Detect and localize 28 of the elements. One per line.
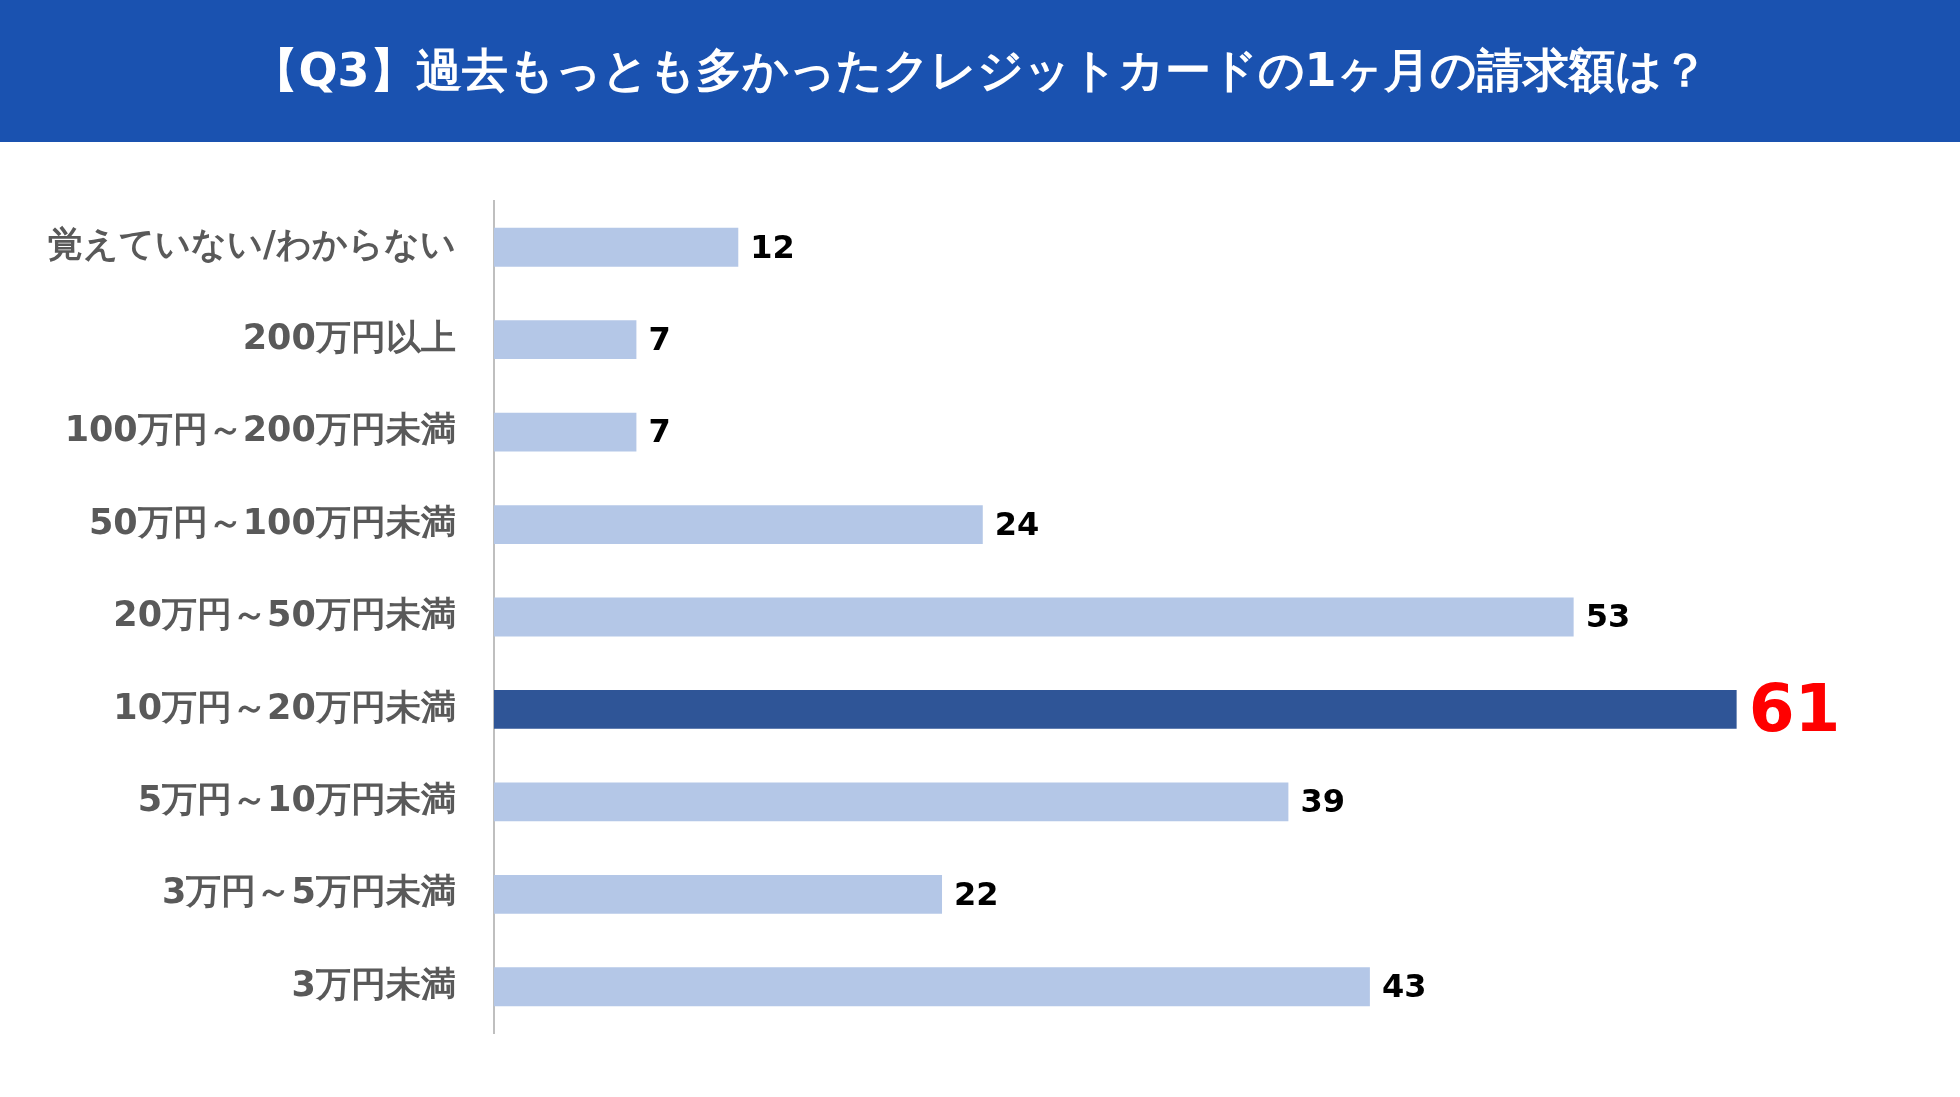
data-label: 7 <box>648 319 671 358</box>
y-tick-label: 3万円未満 <box>291 963 456 1004</box>
y-tick-label: 50万円～100万円未満 <box>89 501 456 542</box>
bar <box>493 874 943 914</box>
y-tick-label: 20万円～50万円未満 <box>113 594 456 635</box>
y-tick-label: 10万円～20万円未満 <box>113 686 456 727</box>
y-tick-label: 200万円以上 <box>242 316 456 357</box>
bar <box>493 967 1370 1007</box>
data-label: 39 <box>1300 782 1345 821</box>
y-tick-label: 覚えていない/わからない <box>47 224 456 265</box>
data-label: 43 <box>1381 967 1427 1006</box>
y-tick-label: 100万円～200万円未満 <box>64 409 456 450</box>
data-label: 24 <box>994 504 1040 543</box>
bar <box>493 690 1737 729</box>
bar <box>493 505 983 544</box>
bar <box>493 597 1574 637</box>
y-tick-label: 5万円～10万円未満 <box>137 778 456 819</box>
data-label: 22 <box>954 874 999 913</box>
bar <box>493 320 637 360</box>
y-tick-label: 3万円～5万円未満 <box>162 871 456 912</box>
data-label: 12 <box>750 227 795 266</box>
annotation: 61 <box>1748 669 1841 747</box>
data-label: 7 <box>648 412 671 451</box>
bar <box>493 782 1289 822</box>
bar <box>493 412 637 452</box>
data-label: 53 <box>1585 597 1631 636</box>
chart-title: 【Q3】過去もっとも多かったクレジットカードの1ヶ月の請求額は？ <box>0 0 1960 142</box>
bar <box>493 227 739 267</box>
